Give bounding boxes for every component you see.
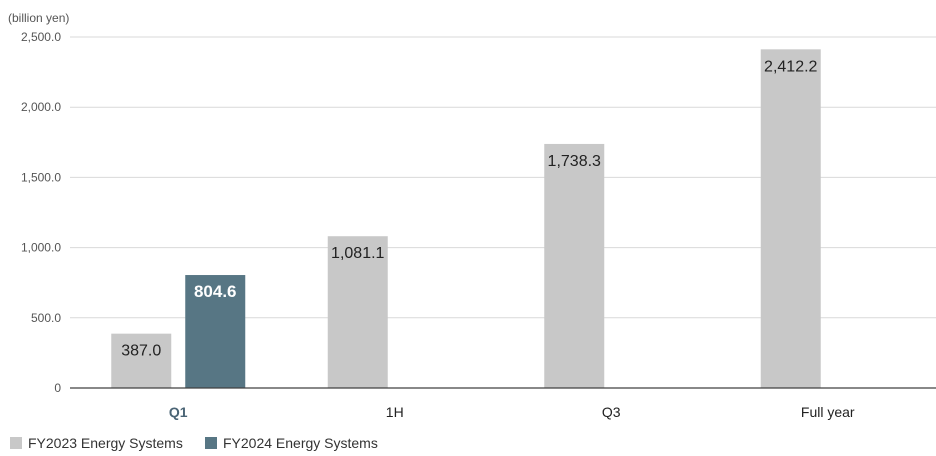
y-tick-label: 500.0 — [31, 311, 61, 325]
bar — [111, 333, 172, 388]
legend-swatch — [10, 437, 22, 449]
bar — [544, 143, 605, 388]
x-tick-label: Q3 — [602, 404, 621, 420]
y-tick-label: 1,500.0 — [21, 170, 61, 184]
bar — [185, 275, 246, 388]
data-label: 1,081.1 — [331, 245, 384, 262]
x-tick-label: Full year — [801, 404, 855, 420]
y-tick-label: 0 — [54, 381, 61, 395]
x-tick-label: Q1 — [169, 404, 188, 420]
bars: 387.0 804.6 1,081.1 1,738.3 2,412.2 — [111, 49, 821, 389]
x-axis-ticks: Q1 1H Q3 Full year — [169, 404, 855, 420]
data-label: 387.0 — [121, 343, 161, 360]
x-tick-label: 1H — [386, 404, 404, 420]
legend-label: FY2024 Energy Systems — [223, 435, 378, 451]
legend: FY2023 Energy Systems FY2024 Energy Syste… — [10, 435, 378, 451]
y-axis-ticks: 0 500.0 1,000.0 1,500.0 2,000.0 2,500.0 — [21, 30, 61, 395]
y-tick-label: 2,000.0 — [21, 100, 61, 114]
legend-swatch — [205, 437, 217, 449]
y-axis-unit-label: (billion yen) — [8, 11, 69, 25]
bar — [327, 236, 388, 388]
data-label: 2,412.2 — [764, 58, 817, 75]
y-tick-label: 2,500.0 — [21, 30, 61, 44]
data-label: 1,738.3 — [548, 153, 601, 170]
data-label: 804.6 — [194, 282, 237, 301]
y-tick-label: 1,000.0 — [21, 241, 61, 255]
bar — [760, 49, 821, 389]
legend-label: FY2023 Energy Systems — [28, 435, 183, 451]
